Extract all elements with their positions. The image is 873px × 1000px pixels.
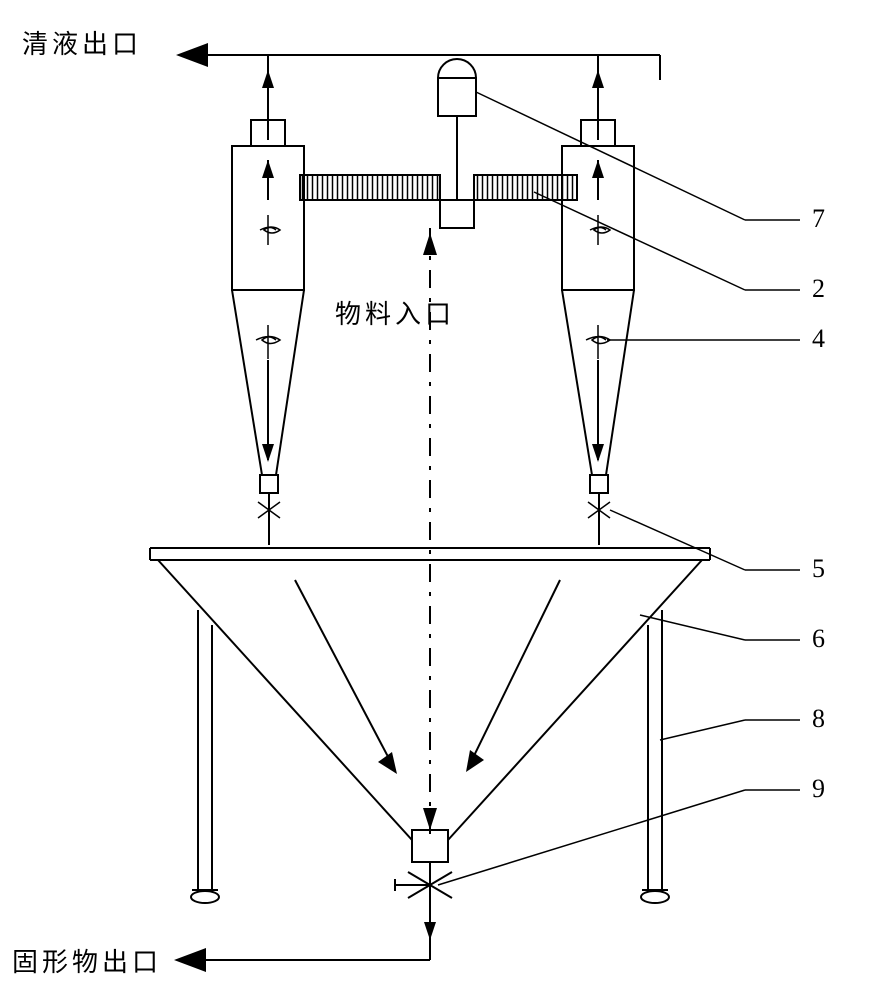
label-solid-outlet: 固形物出口: [12, 942, 162, 979]
label-material-inlet: 物料入口: [335, 294, 455, 331]
label-clear-liquid-outlet: 清液出口: [22, 24, 142, 61]
callout-8: 8: [812, 704, 829, 734]
callout-6: 6: [812, 624, 829, 654]
callout-7: 7: [812, 204, 829, 234]
schematic-diagram: [0, 0, 873, 1000]
callout-4: 4: [812, 324, 829, 354]
callout-2: 2: [812, 274, 829, 304]
callout-9: 9: [812, 774, 829, 804]
callout-5: 5: [812, 554, 829, 584]
